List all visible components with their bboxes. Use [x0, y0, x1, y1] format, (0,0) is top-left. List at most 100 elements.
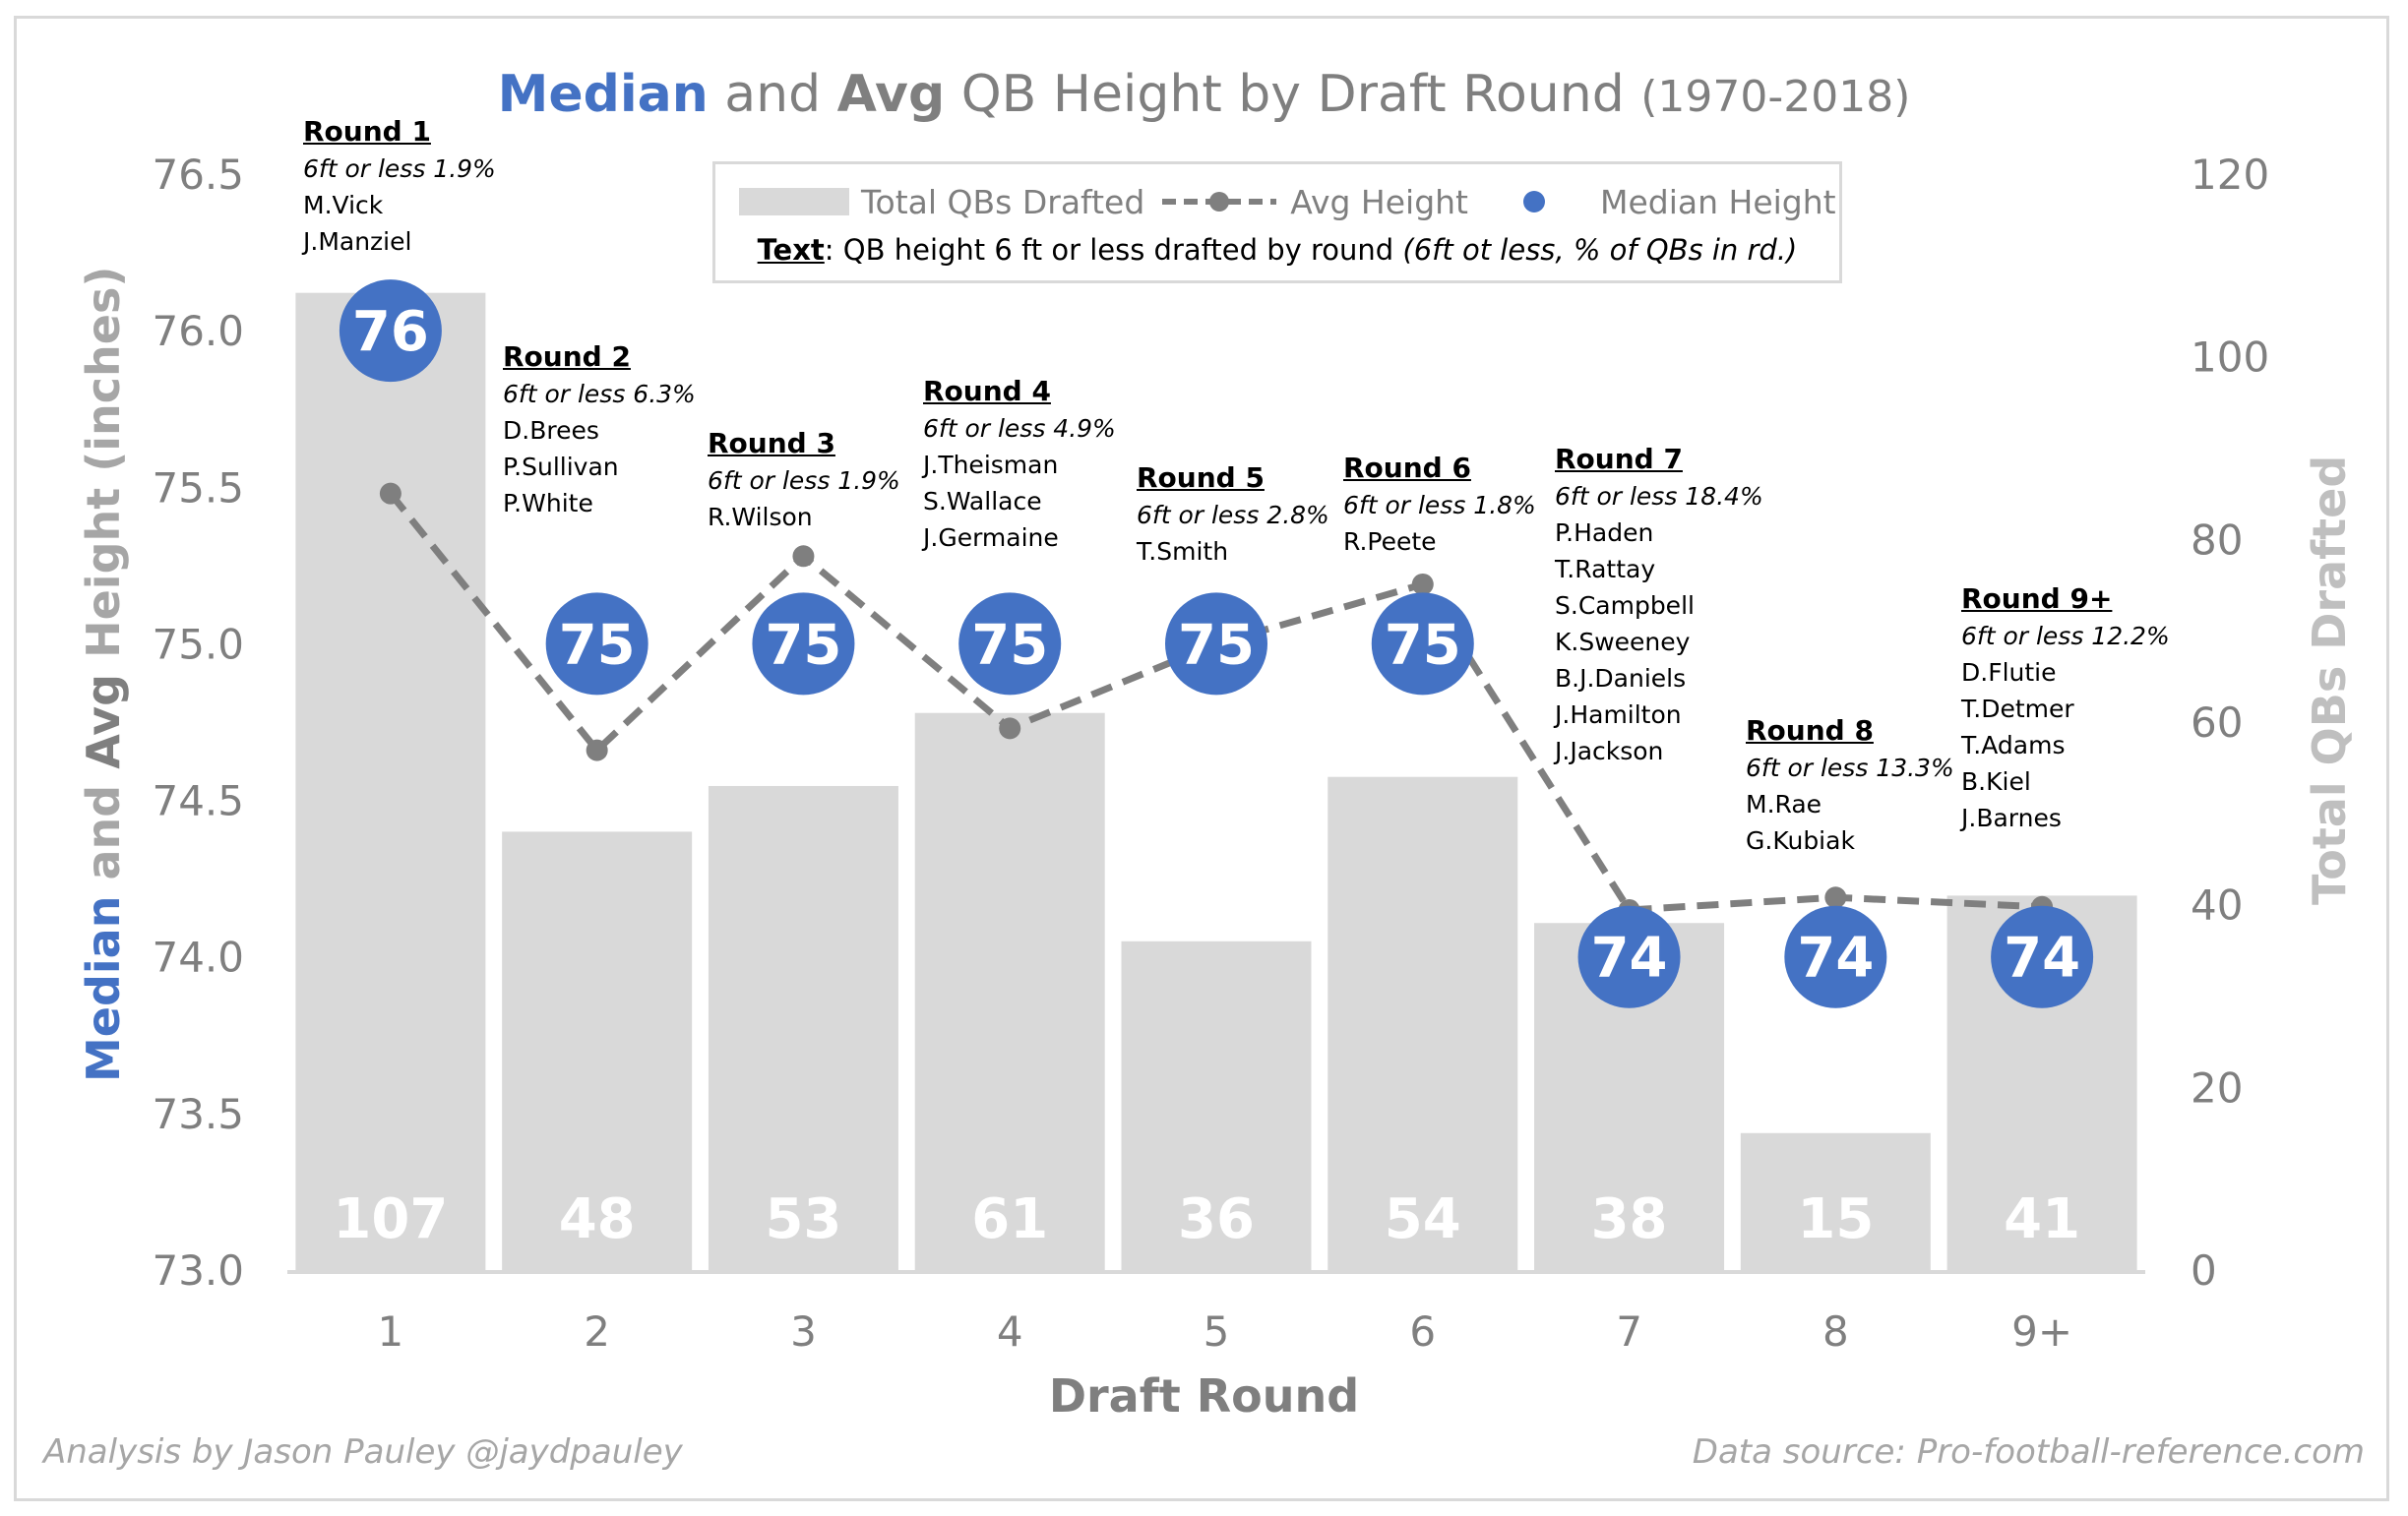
title-median: Median — [497, 65, 709, 124]
x-tick-label: 6 — [1409, 1307, 1436, 1356]
annotation-pct: 6ft or less 1.8% — [1343, 491, 1536, 519]
y-left-tick-label: 76.0 — [152, 307, 244, 355]
y-right-tick-label: 100 — [2191, 334, 2269, 382]
annotation-player: S.Campbell — [1555, 591, 1695, 620]
avg-point — [792, 545, 815, 568]
round-annotation: Round 5 6ft or less 2.8% T.Smith — [1137, 459, 1329, 570]
axis-ticks: 76.576.075.575.074.574.073.573.012010080… — [152, 151, 2269, 1356]
annotation-player: B.Kiel — [1961, 767, 2031, 796]
footer-credit: Analysis by Jason Pauley @jaydpauley — [43, 1432, 683, 1472]
bar — [1327, 776, 1518, 1270]
bar-value-label: 107 — [333, 1187, 448, 1251]
annotation-pct: 6ft or less 1.9% — [303, 154, 496, 183]
legend-label-total: Total QBs Drafted — [861, 182, 1145, 221]
y-right-tick-label: 80 — [2191, 515, 2243, 564]
legend-note-text: : QB height 6 ft or less drafted by roun… — [824, 233, 1403, 267]
title-rest: QB Height by Draft Round — [960, 65, 1625, 124]
median-point — [1371, 592, 1474, 696]
y-left-tick-label: 74.5 — [152, 777, 244, 825]
annotation-pct: 6ft or less 2.8% — [1137, 501, 1329, 529]
legend: Total QBs Drafted Avg Height Median Heig… — [712, 161, 1842, 283]
y-left-tick-label: 75.0 — [152, 620, 244, 668]
title-and: and — [724, 65, 822, 124]
median-value-label: 75 — [1385, 613, 1461, 677]
annotation-player: D.Flutie — [1961, 658, 2057, 687]
y-left-tick-label: 74.0 — [152, 934, 244, 982]
legend-label-avg: Avg Height — [1290, 182, 1468, 221]
median-point — [752, 592, 855, 696]
x-tick-label: 7 — [1616, 1307, 1642, 1356]
annotation-player: T.Detmer — [1961, 695, 2074, 723]
annotation-player: B.J.Daniels — [1555, 664, 1687, 693]
y-right-tick-label: 40 — [2191, 881, 2243, 930]
annotation-player: M.Rae — [1746, 790, 1822, 819]
avg-point — [1411, 573, 1434, 595]
x-tick-label: 2 — [584, 1307, 610, 1356]
legend-label-median: Median Height — [1600, 182, 1836, 221]
median-value-label: 75 — [559, 613, 636, 677]
y-left-tick-label: 73.5 — [152, 1090, 244, 1138]
annotation-player: R.Peete — [1343, 527, 1437, 556]
x-tick-label: 5 — [1204, 1307, 1230, 1356]
avg-point — [586, 739, 608, 761]
y-left-tick-label: 76.5 — [152, 151, 244, 199]
bar — [708, 785, 898, 1270]
bar — [502, 831, 693, 1270]
annotation-heading: Round 6 — [1343, 452, 1471, 484]
annotation-player: K.Sweeney — [1555, 628, 1691, 656]
legend-swatch-median-dot — [1523, 191, 1545, 212]
round-annotation: Round 8 6ft or less 13.3% M.Rae G.Kubiak — [1746, 712, 1954, 859]
annotation-heading: Round 1 — [303, 115, 431, 148]
annotation-player: R.Wilson — [708, 503, 813, 531]
ylabel-rest: Height (inches) — [77, 266, 130, 658]
legend-swatch-bars — [739, 188, 849, 215]
median-value-label: 74 — [1591, 927, 1668, 991]
annotation-pct: 6ft or less 18.4% — [1555, 482, 1763, 511]
annotation-pct: 6ft or less 13.3% — [1746, 754, 1954, 782]
annotation-player: T.Adams — [1961, 731, 2066, 759]
median-point — [339, 279, 442, 383]
y-right-tick-label: 120 — [2191, 151, 2269, 199]
footer-source: Data source: Pro-football-reference.com — [1692, 1432, 2365, 1472]
annotation-pct: 6ft or less 1.9% — [708, 466, 900, 495]
bar-value-label: 61 — [971, 1187, 1048, 1251]
bar — [1740, 1132, 1931, 1270]
bar — [295, 292, 486, 1270]
annotation-heading: Round 4 — [923, 375, 1051, 407]
round-annotation: Round 4 6ft or less 4.9% J.Theisman S.Walla… — [923, 373, 1116, 556]
avg-point — [999, 717, 1021, 740]
annotation-player: G.Kubiak — [1746, 826, 1855, 855]
median-value-label: 74 — [1797, 927, 1874, 991]
median-value-label: 75 — [1178, 613, 1255, 677]
bar — [1121, 940, 1312, 1270]
bar-value-label: 41 — [2004, 1187, 2080, 1251]
title-avg: Avg — [836, 65, 946, 124]
chart-title: Median and Avg QB Height by Draft Round … — [0, 65, 2408, 124]
legend-items: Total QBs Drafted Avg Height Median Heig… — [739, 180, 1836, 223]
annotation-heading: Round 9+ — [1961, 582, 2113, 615]
median-point — [958, 592, 1062, 696]
annotation-player: D.Brees — [503, 416, 599, 445]
round-annotation: Round 2 6ft or less 6.3% D.Brees P.Sullivan… — [503, 338, 696, 521]
round-annotation: Round 6 6ft or less 1.8% R.Peete — [1343, 450, 1536, 560]
annotation-player: J.Germaine — [923, 523, 1059, 552]
round-annotation: Round 9+ 6ft or less 12.2% D.Flutie T.Detme… — [1961, 580, 2170, 836]
annotation-player: J.Theisman — [923, 451, 1059, 479]
bar-value-label: 38 — [1591, 1187, 1668, 1251]
annotation-heading: Round 7 — [1555, 443, 1683, 475]
bars-series: 107 48 53 61 36 54 38 15 41 — [295, 292, 2137, 1270]
annotation-player: S.Wallace — [923, 487, 1042, 515]
median-point — [1784, 905, 1887, 1008]
annotation-pct: 6ft or less 12.2% — [1961, 622, 2170, 650]
x-tick-label: 9+ — [2011, 1307, 2072, 1356]
median-point — [545, 592, 648, 696]
median-point — [1577, 905, 1681, 1008]
annotation-player: P.Haden — [1555, 518, 1654, 547]
annotation-player: J.Barnes — [1961, 804, 2062, 832]
annotation-player: J.Manziel — [303, 227, 412, 256]
annotation-player: T.Smith — [1137, 537, 1229, 566]
annotation-heading: Round 3 — [708, 427, 835, 459]
median-value-label: 74 — [2004, 927, 2080, 991]
y-axis-left-label: Median and Avg Height (inches) — [18, 267, 136, 1082]
ylabel-avg: Avg — [77, 673, 130, 769]
